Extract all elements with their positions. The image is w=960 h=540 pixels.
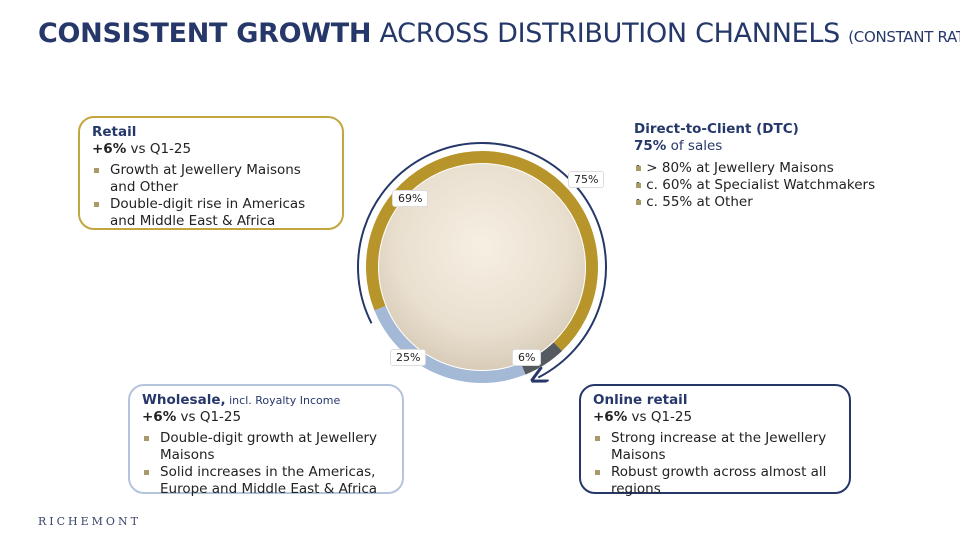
segment-online	[520, 342, 562, 375]
bullet: • c. 55% at Other	[634, 194, 934, 211]
bullet: Solid increases in the Americas, Europe …	[142, 464, 390, 498]
dtc-box: Direct-to-Client (DTC) 75% of sales • > …	[634, 121, 934, 211]
segment-wholesale	[374, 305, 526, 383]
segment-retail	[366, 151, 598, 351]
richemont-logo: RICHEMONT	[38, 515, 141, 528]
donut-svg	[357, 142, 607, 383]
bullet: Double-digit growth at Jewellery Maisons	[142, 430, 390, 464]
retail-box: Retail +6% vs Q1-25 Growth at Jewellery …	[78, 116, 344, 230]
online-heading: Online retail	[593, 392, 688, 408]
wholesale-growth: +6% vs Q1-25	[142, 409, 242, 425]
bullet: • > 80% at Jewellery Maisons	[634, 160, 934, 177]
label-dtc: 75%	[568, 171, 605, 188]
wholesale-box: Wholesale, incl. Royalty Income +6% vs Q…	[128, 384, 404, 497]
bullet: Double-digit rise in Americas and Middle…	[92, 196, 330, 230]
retail-heading: Retail	[92, 124, 137, 140]
label-online: 6%	[512, 349, 542, 366]
bullet: Robust growth across almost all regions	[593, 464, 837, 498]
online-growth: +6% vs Q1-25	[593, 409, 693, 425]
bullet: • c. 60% at Specialist Watchmakers	[634, 177, 934, 194]
online-box: Online retail +6% vs Q1-25 Strong increa…	[579, 384, 851, 497]
wholesale-heading: Wholesale, incl. Royalty Income	[142, 392, 341, 408]
label-retail: 69%	[392, 190, 429, 207]
bullet: Growth at Jewellery Maisons and Other	[92, 162, 330, 196]
channel-donut-chart: 69% 6% 25% 75%	[352, 137, 612, 397]
dtc-heading: Direct-to-Client (DTC)	[634, 121, 799, 137]
retail-growth: +6% vs Q1-25	[92, 141, 192, 157]
boutique-photo	[379, 164, 585, 370]
dtc-share: 75% of sales	[634, 138, 723, 154]
bullet: Strong increase at the Jewellery Maisons	[593, 430, 837, 464]
label-wholesale: 25%	[390, 349, 427, 366]
page-title: CONSISTENT GROWTH ACROSS DISTRIBUTION CH…	[38, 18, 960, 49]
dtc-arc-arrow	[357, 142, 607, 377]
